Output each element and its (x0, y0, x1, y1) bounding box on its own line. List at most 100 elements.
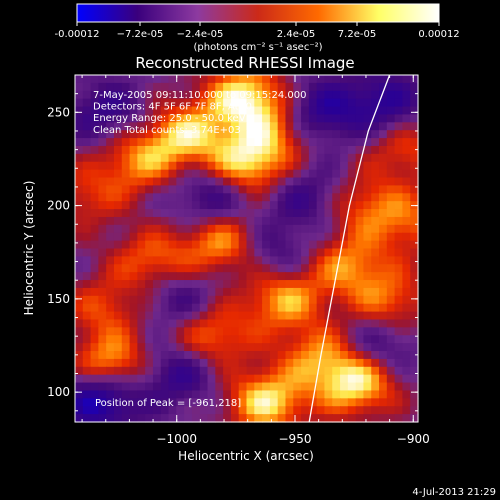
heatmap-cell (176, 327, 185, 336)
heatmap-cell (277, 272, 287, 281)
heatmap-cell (199, 343, 209, 352)
heatmap-cell (301, 406, 310, 415)
heatmap-cell (90, 374, 99, 384)
heatmap-cell (75, 248, 84, 257)
heatmap-cell (262, 406, 271, 415)
heatmap-cell (379, 193, 388, 202)
heatmap-cell (347, 98, 357, 108)
heatmap-cell (184, 248, 193, 257)
heatmap-cell (121, 382, 131, 392)
heatmap-cell (324, 272, 333, 281)
heatmap-cell (121, 224, 131, 234)
heatmap-cell (332, 82, 341, 92)
heatmap-cell (223, 75, 232, 84)
heatmap-cell (324, 138, 333, 147)
heatmap-cell (301, 224, 310, 234)
heatmap-cell (355, 366, 365, 376)
heatmap-cell (340, 374, 349, 384)
heatmap-cell (355, 382, 365, 392)
heatmap-cell (215, 248, 224, 257)
heatmap-cell (199, 98, 209, 108)
heatmap-cell (121, 75, 131, 84)
heatmap-cell (176, 343, 185, 352)
heatmap-cell (363, 138, 372, 147)
heatmap-cell (262, 280, 271, 289)
heatmap-cell (90, 327, 99, 336)
heatmap-cell (363, 185, 372, 194)
heatmap-cell (293, 90, 302, 100)
heatmap-cell (254, 358, 263, 368)
heatmap-cell (355, 82, 365, 92)
heatmap-cell (308, 327, 318, 336)
heatmap-cell (176, 216, 185, 226)
heatmap-cell (363, 232, 372, 242)
heatmap-cell (254, 98, 263, 108)
heatmap-cell (129, 82, 138, 92)
heatmap-cell (277, 122, 287, 131)
heatmap-cell (137, 264, 146, 273)
heatmap-cell (160, 232, 170, 242)
heatmap-cell (332, 335, 341, 344)
heatmap-cell (301, 138, 310, 147)
heatmap-cell (262, 224, 271, 234)
heatmap-cell (160, 122, 170, 131)
heatmap-cell (129, 303, 138, 313)
heatmap-cell (113, 138, 123, 147)
heatmap-cell (386, 343, 396, 352)
heatmap-cell (379, 327, 388, 336)
heatmap-cell (332, 122, 341, 131)
heatmap-cell (246, 398, 255, 407)
heatmap-cell (199, 351, 209, 360)
heatmap-cell (355, 185, 365, 194)
heatmap-cell (168, 216, 177, 226)
heatmap-cell (332, 327, 341, 336)
heatmap-cell (199, 177, 209, 187)
heatmap-cell (137, 382, 146, 392)
heatmap-cell (386, 153, 396, 163)
heatmap-cell (137, 209, 146, 218)
colorbar-tick-label: 2.4e-05 (277, 29, 315, 40)
heatmap-cell (371, 311, 380, 321)
heatmap-cell (82, 303, 92, 313)
heatmap-cell (215, 169, 224, 179)
heatmap-cell (371, 406, 380, 415)
heatmap-cell (363, 82, 372, 92)
heatmap-cell (160, 374, 170, 384)
heatmap-cell (316, 82, 326, 92)
heatmap-cell (113, 216, 123, 226)
heatmap-cell (363, 358, 372, 368)
heatmap-cell (347, 382, 357, 392)
heatmap-cell (82, 264, 92, 273)
heatmap-cell (137, 280, 146, 289)
heatmap-cell (332, 161, 341, 171)
heatmap-cell (371, 256, 380, 265)
heatmap-cell (308, 366, 318, 376)
colorbar-unit-label: (photons cm⁻² s⁻¹ asec⁻²) (193, 42, 322, 53)
heatmap-cell (347, 398, 357, 407)
heatmap-cell (269, 169, 279, 179)
heatmap-cell (277, 98, 287, 108)
heatmap-cell (199, 374, 209, 384)
heatmap-cell (121, 248, 131, 257)
heatmap-cell (308, 153, 318, 163)
heatmap-cell (215, 122, 224, 131)
heatmap-cell (106, 90, 115, 100)
heatmap-cell (332, 343, 341, 352)
heatmap-cell (402, 193, 411, 202)
heatmap-cell (293, 366, 302, 376)
heatmap-cell (75, 398, 84, 407)
heatmap-cell (347, 138, 357, 147)
heatmap-cell (199, 248, 209, 257)
heatmap-cell (121, 82, 131, 92)
heatmap-cell (332, 358, 341, 368)
heatmap-cell (363, 248, 372, 257)
heatmap-cell (230, 374, 240, 384)
heatmap-cell (355, 153, 365, 163)
heatmap-cell (98, 382, 107, 392)
heatmap-cell (371, 287, 380, 297)
heatmap-cell (402, 240, 411, 250)
heatmap-cell (191, 398, 201, 407)
heatmap-cell (347, 319, 357, 328)
heatmap-cell (168, 161, 177, 171)
heatmap-cell (363, 272, 372, 281)
